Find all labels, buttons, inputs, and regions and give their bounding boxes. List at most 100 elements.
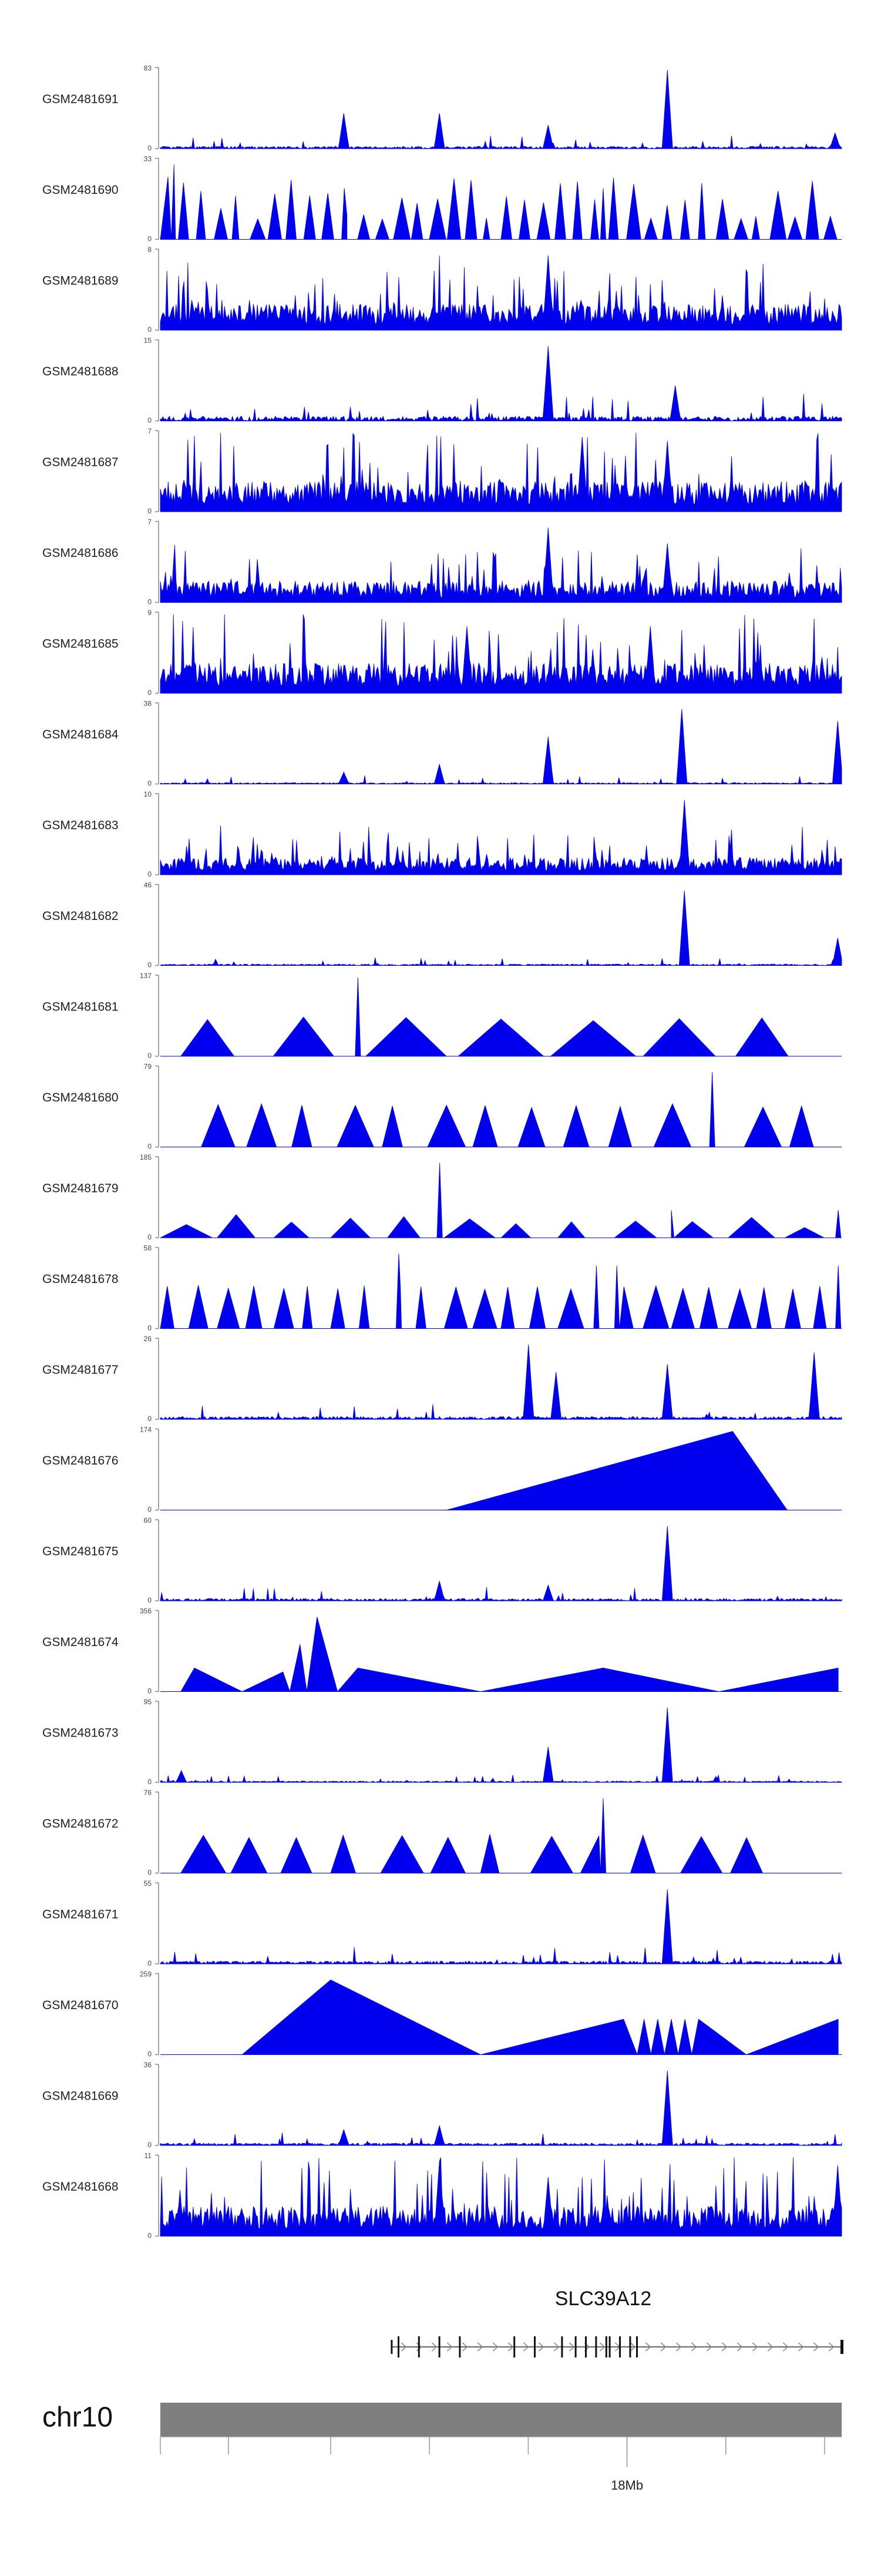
y-max-label: 137 [140,972,152,980]
signal-area [160,800,842,875]
signal-area [180,977,789,1057]
chromosome-axis: chr10 18Mb [42,2402,842,2493]
y-min-label: 0 [147,1415,152,1423]
y-max-label: 174 [140,1426,152,1434]
y-max-label: 46 [144,881,152,889]
track-GSM2481668: GSM2481668 11 0 [42,2152,842,2240]
y-max-label: 7 [147,427,152,435]
track-GSM2481685: GSM2481685 9 0 [42,609,842,697]
strand-arrow [767,2342,774,2352]
chromosome-bar [160,2403,842,2437]
track-GSM2481675: GSM2481675 60 0 [42,1516,842,1604]
strand-arrow [691,2342,697,2352]
signal-area [160,432,842,512]
signal-area [201,1072,814,1147]
track-label: GSM2481683 [42,819,119,832]
track-label: GSM2481673 [42,1727,119,1740]
track-label: GSM2481682 [42,909,119,923]
track-label: GSM2481668 [42,2180,119,2194]
track-GSM2481690: GSM2481690 33 0 [42,155,842,243]
signal-area [180,1798,764,1873]
y-max-label: 55 [144,1879,152,1888]
y-min-label: 0 [147,1052,152,1060]
track-label: GSM2481691 [42,93,119,106]
y-min-label: 0 [147,1869,152,1877]
y-max-label: 11 [144,2152,152,2160]
y-min-label: 0 [147,1324,152,1332]
track-label: GSM2481690 [42,183,119,197]
exon-mark [459,2336,461,2357]
signal-area [160,1163,842,1238]
signal-area [160,891,842,966]
y-max-label: 10 [144,790,152,798]
track-label: GSM2481680 [42,1091,119,1104]
y-max-label: 36 [144,2061,152,2069]
track-GSM2481680: GSM2481680 79 0 [42,1063,842,1151]
y-max-label: 26 [144,1335,152,1343]
track-label: GSM2481674 [42,1635,119,1649]
signal-area [160,1707,842,1783]
y-max-label: 8 [147,246,152,254]
track-label: GSM2481688 [42,365,119,378]
gene-track: SLC39A12 [391,2288,843,2357]
exon-mark [605,2336,607,2357]
signal-area [160,614,842,694]
axis-tick-label: 18Mb [611,2478,643,2493]
y-max-label: 356 [140,1607,152,1616]
y-min-label: 0 [147,417,152,425]
y-min-label: 0 [147,2232,152,2240]
strand-arrow [538,2342,544,2352]
track-GSM2481670: GSM2481670 259 0 [42,1970,842,2058]
signal-area [160,2070,842,2147]
y-min-label: 0 [147,1143,152,1151]
strand-arrow [645,2342,651,2352]
exon-mark [595,2336,597,2357]
y-min-label: 0 [147,2050,152,2058]
track-GSM2481673: GSM2481673 95 0 [42,1698,842,1786]
signal-area [160,2157,842,2236]
track-label: GSM2481679 [42,1182,119,1195]
track-label: GSM2481677 [42,1363,119,1377]
signal-area [160,346,842,422]
y-min-label: 0 [147,1596,152,1604]
strand-arrow [446,2342,453,2352]
track-label: GSM2481671 [42,1908,119,1922]
signal-area [160,164,838,240]
y-min-label: 0 [147,1959,152,1967]
y-max-label: 60 [144,1516,152,1524]
signal-area [160,1254,842,1329]
track-GSM2481684: GSM2481684 38 0 [42,700,842,788]
y-max-label: 9 [147,609,152,617]
strand-arrow [492,2342,499,2352]
gene-name-label: SLC39A12 [555,2288,651,2310]
track-GSM2481691: GSM2481691 83 0 [42,64,842,152]
signal-area [241,1979,839,2056]
track-label: GSM2481678 [42,1272,119,1286]
track-label: GSM2481670 [42,1999,119,2012]
y-min-label: 0 [147,235,152,243]
track-label: GSM2481675 [42,1545,119,1559]
strand-arrow [706,2342,712,2352]
strand-arrow [675,2342,682,2352]
strand-arrow [569,2342,575,2352]
track-GSM2481681: GSM2481681 137 0 [42,972,842,1060]
track-GSM2481674: GSM2481674 356 0 [42,1607,842,1695]
strand-arrow [798,2342,804,2352]
signal-area [160,1889,842,1965]
exon-mark [398,2336,399,2357]
y-min-label: 0 [147,780,152,788]
track-label: GSM2481676 [42,1454,119,1467]
y-min-label: 0 [147,1233,152,1241]
track-GSM2481687: GSM2481687 7 0 [42,427,842,515]
exon-mark [534,2336,536,2357]
exon-mark [585,2336,587,2357]
strand-arrow [752,2342,758,2352]
signal-area [180,1617,839,1692]
signal-area [160,528,842,603]
track-label: GSM2481669 [42,2090,119,2103]
strand-arrow [507,2342,514,2352]
exon-mark [629,2336,631,2357]
y-max-label: 259 [140,1970,152,1979]
exon-mark [619,2336,621,2357]
